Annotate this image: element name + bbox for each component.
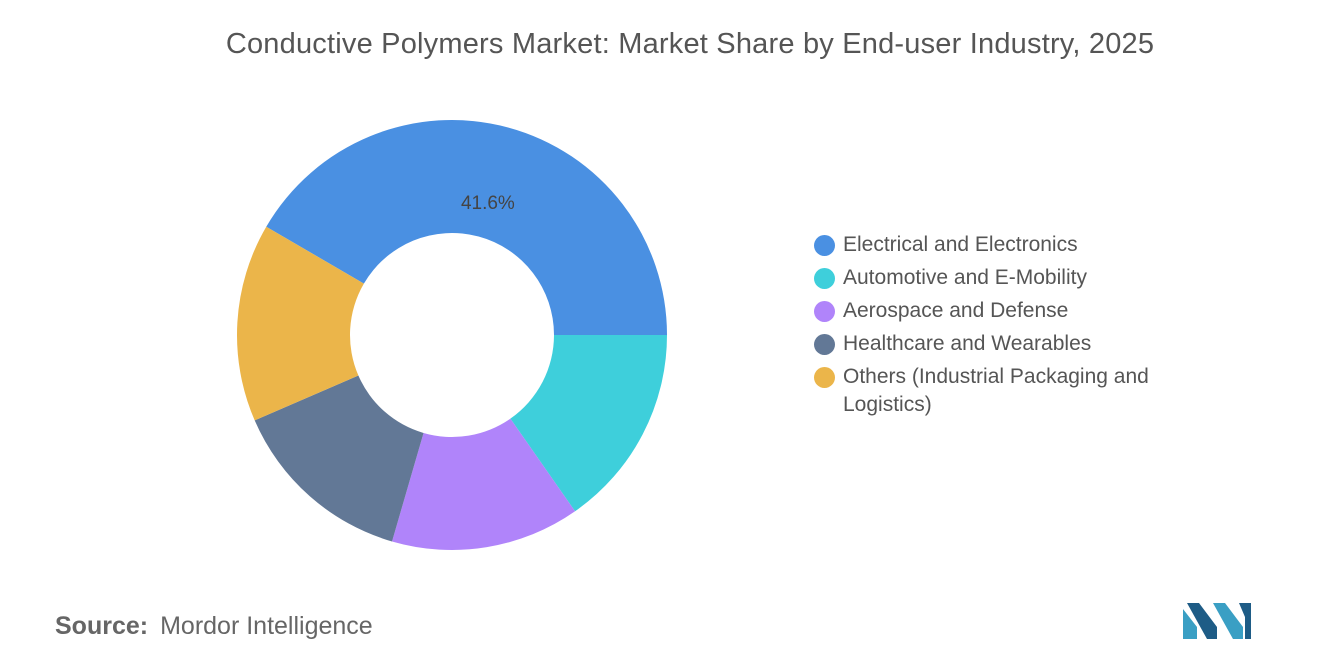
source-label: Source: (55, 612, 149, 640)
mordor-intelligence-logo-icon (1183, 603, 1251, 639)
legend-swatch (814, 334, 835, 355)
legend-label: Aerospace and Defense (843, 299, 1069, 322)
source-note: Source: Mordor Intelligence (55, 612, 373, 641)
legend-item: Electrical and Electronics (814, 231, 1194, 259)
donut-slice-0 (266, 119, 667, 336)
source-text: Mordor Intelligence (160, 612, 373, 640)
legend-swatch (814, 367, 835, 388)
chart-title: Conductive Polymers Market: Market Share… (225, 28, 1155, 60)
legend-swatch (814, 268, 835, 289)
donut-slice-2 (392, 418, 576, 550)
legend-swatch (814, 235, 835, 256)
legend-label: Electrical and Electronics (843, 233, 1078, 256)
donut-slice-3 (254, 375, 424, 542)
donut-slice-1 (510, 335, 667, 512)
legend-label: Automotive and E-Mobility (843, 266, 1087, 289)
legend-label: Others (Industrial Packaging and Logisti… (843, 365, 1149, 416)
legend: Electrical and Electronics Automotive and… (814, 231, 1194, 424)
legend-item: Others (Industrial Packaging and Logisti… (814, 363, 1194, 419)
legend-item: Aerospace and Defense (814, 297, 1194, 325)
slice-value-label-0: 41.6% (461, 193, 515, 214)
donut-slice-4 (236, 226, 364, 421)
legend-label: Healthcare and Wearables (843, 332, 1092, 355)
legend-item: Healthcare and Wearables (814, 330, 1194, 358)
legend-item: Automotive and E-Mobility (814, 264, 1194, 292)
legend-swatch (814, 301, 835, 322)
